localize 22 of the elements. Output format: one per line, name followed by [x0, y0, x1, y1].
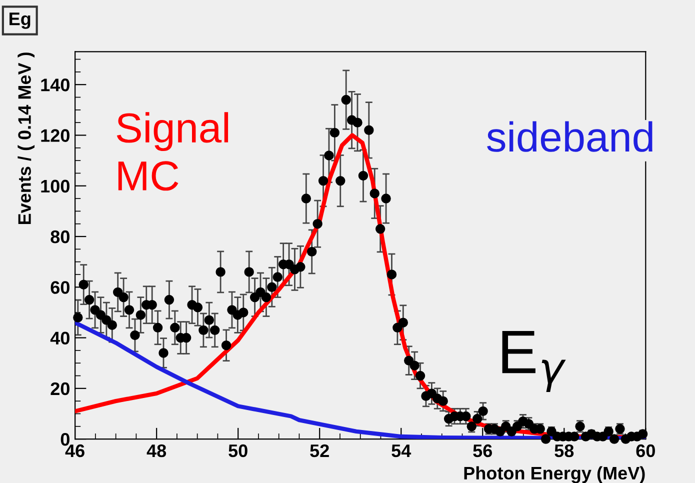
x-tick-label: 58: [554, 444, 574, 458]
text: Signal MC: [116, 112, 228, 191]
x-tick-label: 50: [228, 444, 248, 458]
x-tick-label: 60: [636, 444, 655, 458]
y-tick-label: 20: [50, 382, 70, 396]
chart-title: Eg: [10, 12, 30, 29]
text: sideband: [487, 121, 652, 152]
annotation: E$_{γ}$: [502, 331, 566, 392]
y-tick-label: 40: [50, 332, 70, 344]
x-tick-label: 52: [310, 444, 329, 458]
y-tick-label: 0: [60, 432, 70, 446]
x-axis-title: Photon Energy (MeV): [464, 466, 645, 483]
x-tick-label: 56: [473, 444, 492, 458]
y-tick-label: 60: [50, 281, 70, 294]
x-tick-label: 54: [392, 444, 412, 458]
y-tick-label: 80: [50, 230, 70, 244]
y-tick-label: 120: [41, 129, 70, 142]
y-tick-label: 140: [41, 78, 70, 92]
x-tick-label: 48: [146, 444, 166, 458]
y-axis-title: Events / ( 0.14 MeV ): [18, 52, 35, 224]
y-tick-label: 100: [41, 180, 70, 193]
x-tick-label: 46: [65, 444, 84, 458]
